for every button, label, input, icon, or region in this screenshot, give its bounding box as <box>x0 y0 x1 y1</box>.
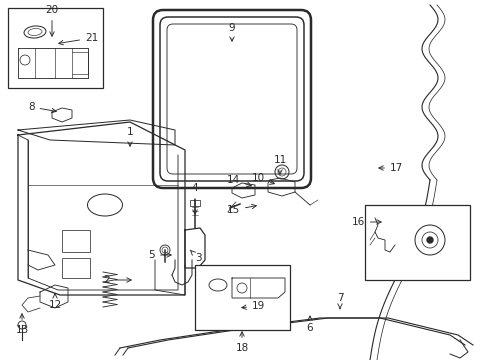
Text: 8: 8 <box>28 102 56 113</box>
Bar <box>62 258 90 278</box>
Text: 7: 7 <box>336 293 343 309</box>
Bar <box>8 8 103 88</box>
Text: 14: 14 <box>226 175 251 186</box>
Text: 6: 6 <box>306 316 313 333</box>
Text: 12: 12 <box>48 294 61 310</box>
Text: 11: 11 <box>273 155 286 174</box>
Bar <box>190 200 200 206</box>
Bar <box>364 205 469 280</box>
Text: 19: 19 <box>241 301 264 311</box>
Text: 15: 15 <box>226 204 256 215</box>
Bar <box>62 230 90 252</box>
Text: 9: 9 <box>228 23 235 41</box>
Text: 1: 1 <box>126 127 133 146</box>
Text: 10: 10 <box>251 173 274 184</box>
Text: 4: 4 <box>191 183 198 214</box>
Text: 13: 13 <box>15 314 29 335</box>
Text: 16: 16 <box>351 217 381 227</box>
Text: 3: 3 <box>190 250 201 263</box>
Text: 2: 2 <box>103 275 131 285</box>
Text: 21: 21 <box>59 33 98 45</box>
Circle shape <box>426 237 432 243</box>
Text: 5: 5 <box>148 250 171 260</box>
Text: 17: 17 <box>378 163 403 173</box>
Text: 20: 20 <box>45 5 59 36</box>
Bar <box>195 265 289 330</box>
Text: 18: 18 <box>235 332 248 353</box>
